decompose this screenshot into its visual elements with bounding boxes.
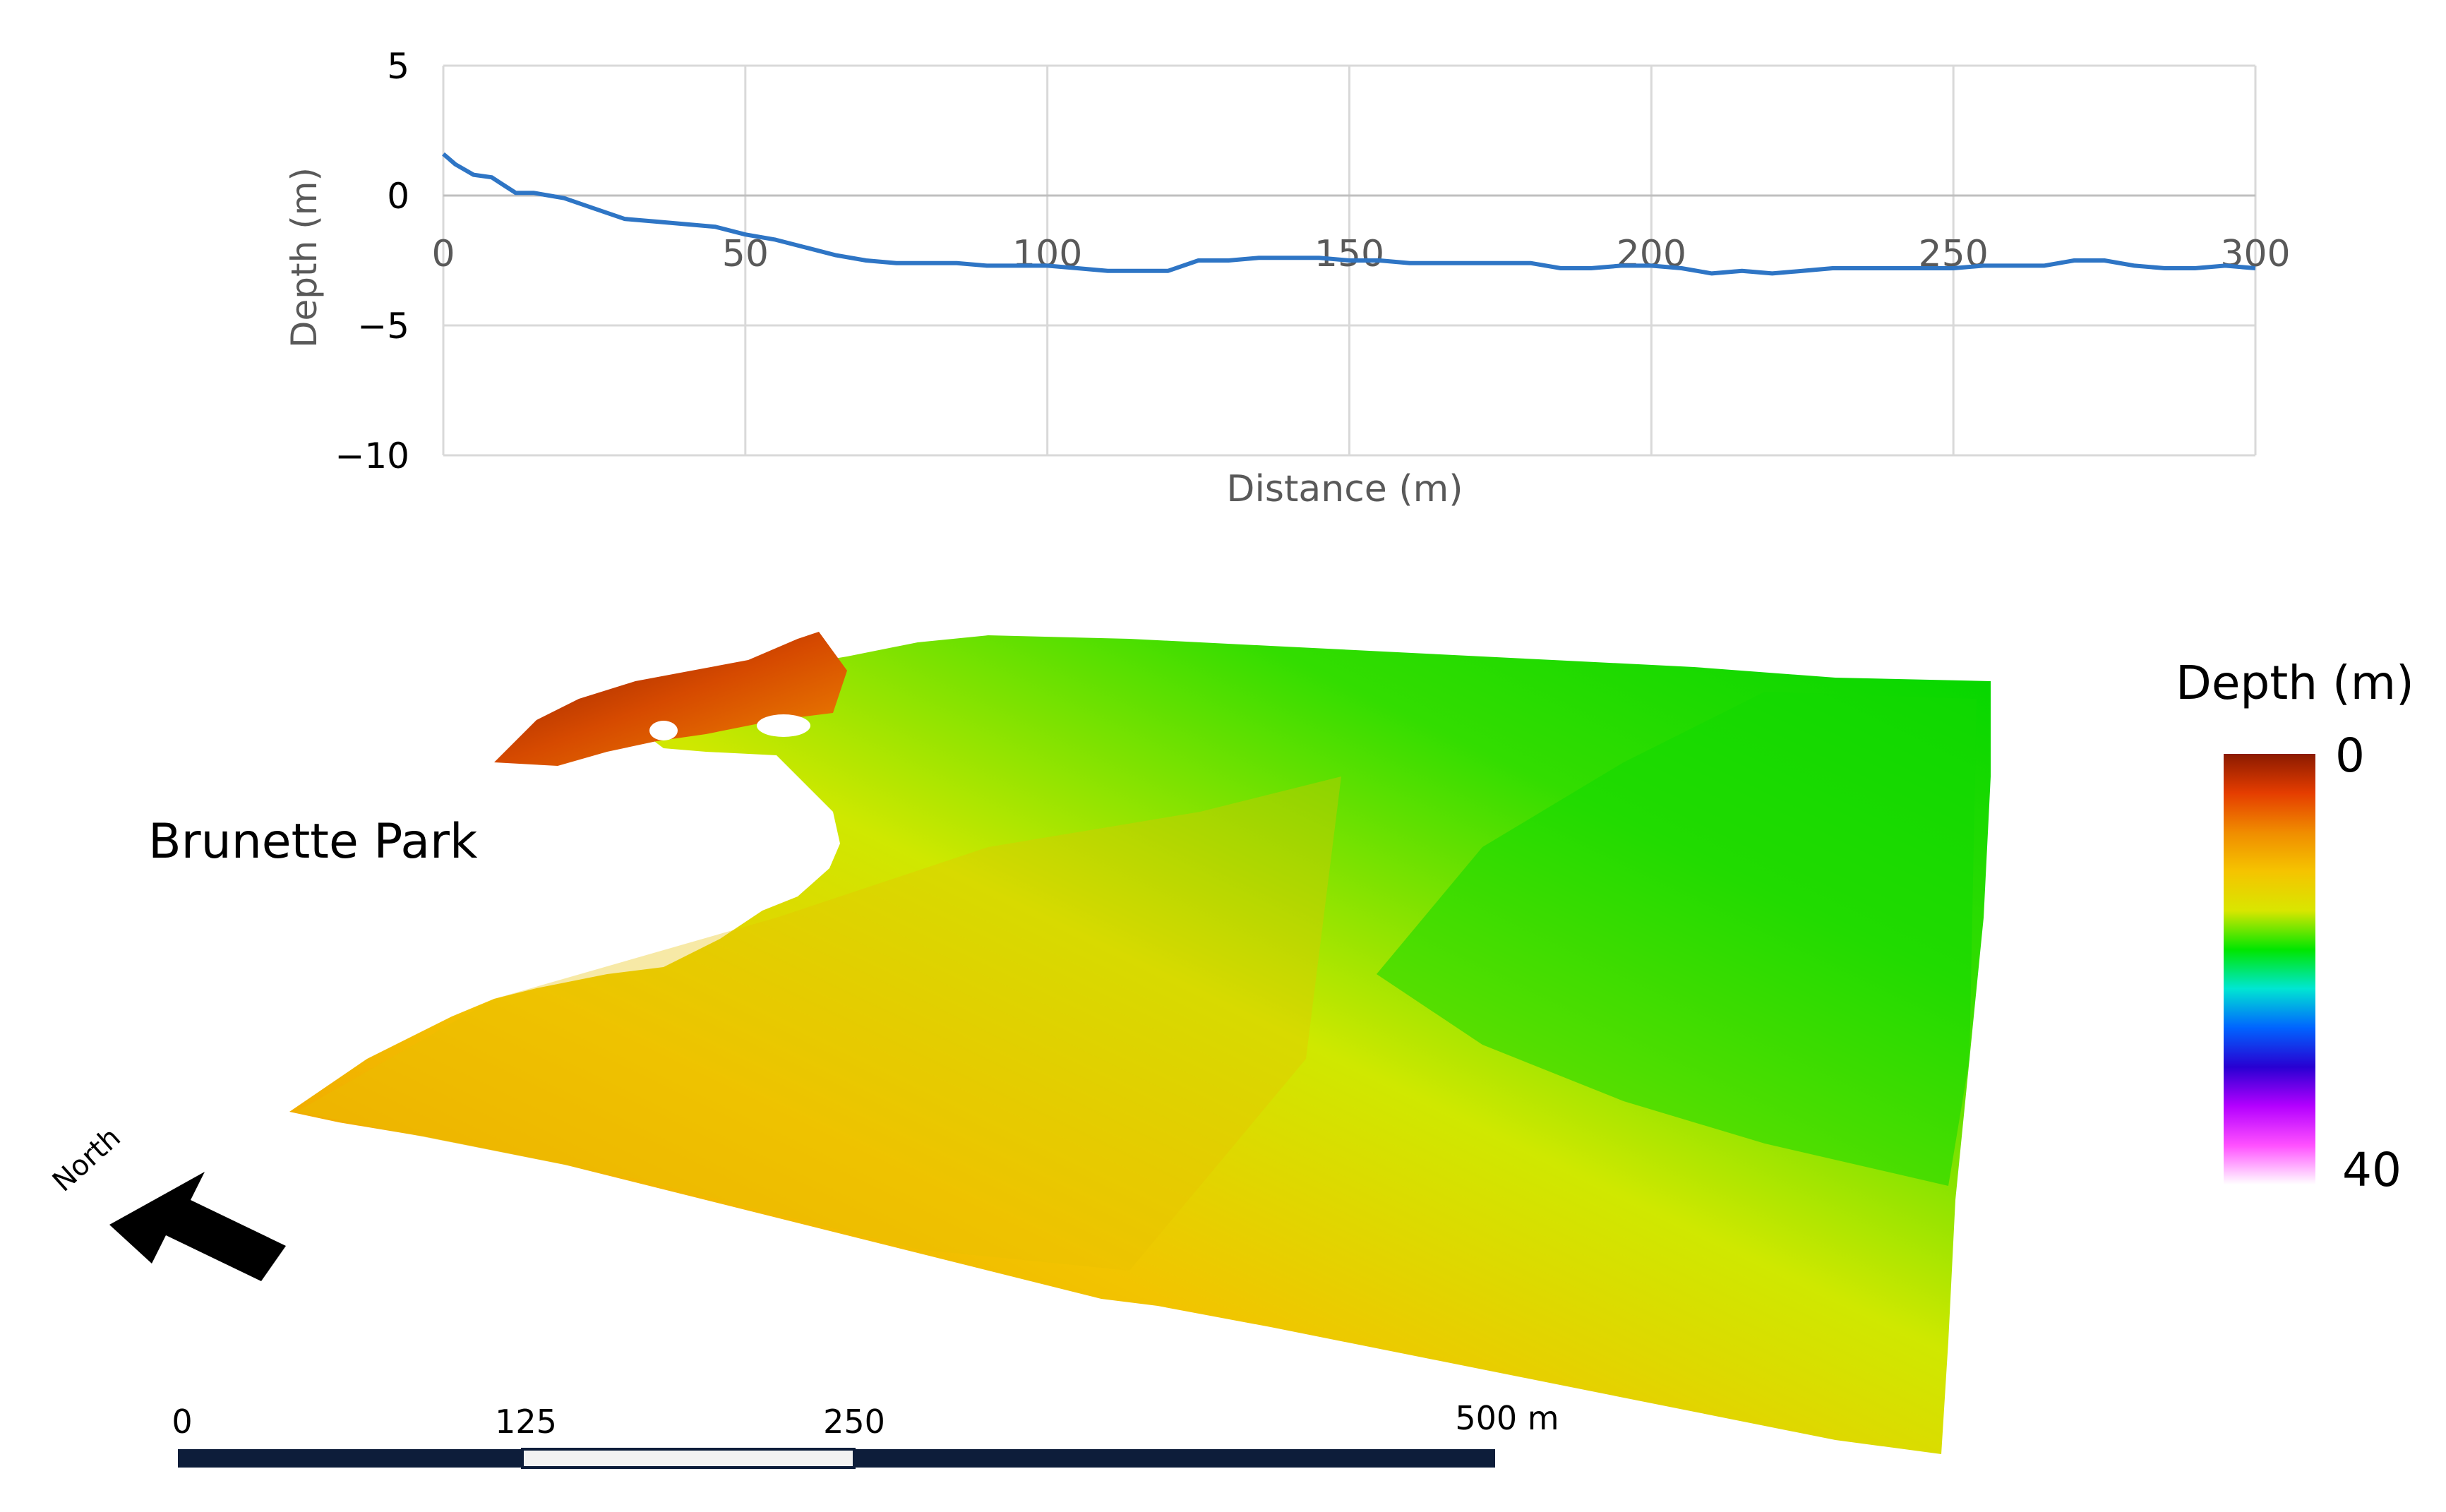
deep-zone-patch (1377, 692, 1977, 1186)
scale-bar-label: 250 (823, 1403, 885, 1441)
scale-bar-label: 125 (495, 1403, 557, 1441)
y-tick-label: −10 (335, 436, 409, 476)
scale-bar: 0 125 250 500 m (172, 1399, 1559, 1469)
scale-bar-label: 0 (172, 1403, 192, 1441)
scale-bar-label: 500 m (1455, 1399, 1559, 1437)
shoreline-band (494, 632, 847, 766)
north-arrow-icon (109, 1172, 286, 1281)
scale-bar-segment (521, 1448, 856, 1469)
y-tick-label: 0 (387, 176, 409, 217)
y-tick-label: −5 (357, 306, 409, 347)
scale-bar-segment (178, 1449, 522, 1468)
land-gap (649, 721, 678, 740)
bathymetry-surface (289, 632, 1991, 1454)
scale-bar-segment (854, 1449, 1495, 1468)
x-tick-label: 150 (1314, 233, 1384, 275)
depth-profile-line (442, 152, 2256, 276)
chart-gridlines (442, 64, 2257, 457)
north-arrow: North (47, 1121, 286, 1281)
x-tick-label: 50 (722, 233, 769, 275)
y-tick-labels: 5 0 −5 −10 (335, 46, 409, 476)
x-axis-title: Distance (m) (1226, 468, 1463, 510)
x-tick-labels: 0 50 100 150 200 250 300 (431, 233, 2290, 275)
colorbar-min-label: 0 (2335, 728, 2365, 783)
colorbar-title: Depth (m) (2176, 656, 2414, 710)
y-tick-label: 5 (387, 46, 409, 87)
x-tick-label: 0 (431, 233, 455, 275)
depth-colorbar: Depth (m) 0 40 (2176, 656, 2414, 1197)
colorbar-gradient (2224, 754, 2315, 1184)
land-gap (757, 714, 810, 737)
depth-profile-chart: 50−5−10 0 50 100 150 200 250 300 Depth (m) Dis… (284, 46, 2291, 510)
place-label: Brunette Park (148, 814, 478, 870)
x-tick-label: 300 (2220, 233, 2290, 275)
y-axis-title: Depth (m) (284, 167, 325, 348)
shallow-zone-patch (296, 776, 1341, 1271)
north-label: North (47, 1121, 127, 1198)
colorbar-max-label: 40 (2342, 1143, 2402, 1197)
